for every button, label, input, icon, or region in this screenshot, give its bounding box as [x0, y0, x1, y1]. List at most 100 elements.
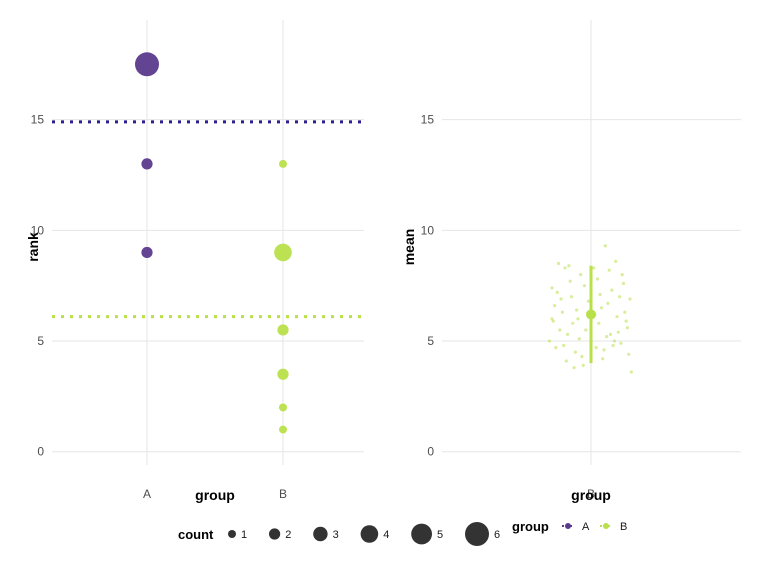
legend-count-title: count — [178, 527, 214, 542]
jitter-point — [566, 332, 570, 336]
legend-group-key-B — [603, 523, 609, 529]
data-point-A — [141, 246, 153, 259]
jitter-point — [571, 321, 575, 325]
legend-count-label-6: 6 — [494, 529, 500, 541]
legend-count-key-5 — [411, 523, 432, 545]
jitter-point — [563, 266, 567, 270]
jitter-point — [598, 292, 602, 297]
x-tick-label: A — [143, 487, 151, 501]
jitter-point — [575, 308, 579, 312]
jitter-point — [627, 352, 631, 356]
jitter-point — [618, 295, 622, 299]
jitter-point — [599, 306, 604, 310]
jitter-point — [568, 279, 572, 283]
jitter-point — [569, 295, 574, 299]
legend-count-label-5: 5 — [437, 529, 443, 541]
legend-count-items: 1 2 3 4 5 6 — [228, 522, 500, 546]
legend-group-label-A: A — [582, 521, 590, 533]
jitter-point — [612, 339, 617, 343]
legend-group-key-A — [565, 523, 571, 529]
legend-count-label-1: 1 — [241, 529, 247, 541]
legend-count-key-2 — [269, 528, 281, 540]
right-x-axis-title: group — [571, 487, 611, 503]
jitter-point — [620, 273, 624, 277]
jitter-point — [554, 346, 558, 350]
jitter-point — [576, 317, 580, 321]
jitter-point — [605, 334, 609, 339]
jitter-point — [624, 319, 628, 323]
y-tick-label: 0 — [427, 445, 434, 459]
jitter-point — [564, 359, 568, 363]
legend-count-key-3 — [313, 526, 328, 542]
data-point-A — [135, 52, 159, 77]
jitter-point — [550, 286, 554, 290]
jitter-point — [619, 341, 623, 345]
jitter-point — [611, 343, 615, 348]
jitter-point — [556, 261, 561, 266]
jitter-point — [581, 363, 585, 367]
mean-point — [586, 309, 596, 320]
y-tick-label: 5 — [427, 334, 434, 348]
jitter-point — [629, 370, 633, 374]
jitter-point — [555, 290, 559, 294]
jitter-point — [577, 337, 581, 341]
right-panel: 0 5 10 15 B — [421, 20, 741, 501]
jitter-point — [572, 365, 576, 370]
jitter-point — [558, 328, 562, 332]
jitter-point — [592, 266, 596, 270]
jitter-point — [560, 310, 565, 314]
legend-group-title: group — [512, 519, 549, 534]
y-tick-label: 0 — [37, 445, 44, 459]
jitter-point — [625, 326, 630, 330]
left-x-axis-title: group — [195, 487, 235, 503]
jitter-point — [614, 259, 618, 263]
jitter-point — [567, 264, 571, 268]
data-point-A — [141, 158, 153, 170]
jitter-point — [594, 346, 598, 350]
legend-count-key-4 — [360, 525, 379, 543]
legend-count-key-1 — [228, 530, 236, 538]
legend-count-key-6 — [465, 522, 489, 546]
jitter-point — [606, 301, 610, 305]
data-point-B — [279, 403, 287, 412]
left-panel: 0 5 10 15 A B — [31, 20, 364, 501]
jitter-point — [573, 350, 578, 354]
jitter-point — [551, 319, 555, 323]
jitter-point — [586, 299, 591, 303]
jitter-point — [547, 339, 552, 343]
jitter-point — [562, 343, 566, 348]
jitter-point — [582, 284, 587, 288]
jitter-point — [616, 330, 620, 334]
jitter-point — [553, 303, 557, 308]
legend-count-label-3: 3 — [333, 529, 339, 541]
jitter-point — [584, 328, 588, 332]
data-point-B — [277, 324, 289, 336]
left-y-axis-title: rank — [25, 232, 41, 262]
jitter-point — [623, 310, 627, 314]
y-tick-label: 5 — [37, 334, 44, 348]
y-tick-label: 10 — [31, 223, 45, 237]
jitter-point — [603, 244, 607, 248]
data-point-B — [279, 425, 287, 434]
data-point-B — [277, 368, 289, 380]
jitter-point — [601, 357, 605, 361]
jitter-point — [595, 277, 600, 281]
x-tick-label: B — [279, 487, 287, 501]
x-tick-label: B — [587, 487, 595, 501]
jitter-point — [580, 354, 584, 359]
data-point-B — [274, 243, 292, 262]
y-tick-label: 15 — [421, 113, 435, 127]
legend-group-label-B: B — [620, 521, 627, 533]
jitter-point — [608, 332, 613, 336]
y-tick-label: 10 — [421, 223, 435, 237]
y-tick-label: 15 — [31, 113, 45, 127]
right-y-axis-title: mean — [401, 229, 417, 266]
jitter-point — [607, 268, 611, 272]
jitter-point — [628, 297, 632, 301]
jitter-point — [602, 348, 606, 352]
legend-count-label-4: 4 — [383, 529, 389, 541]
jitter-point — [615, 315, 619, 319]
legend-count-label-2: 2 — [285, 529, 291, 541]
